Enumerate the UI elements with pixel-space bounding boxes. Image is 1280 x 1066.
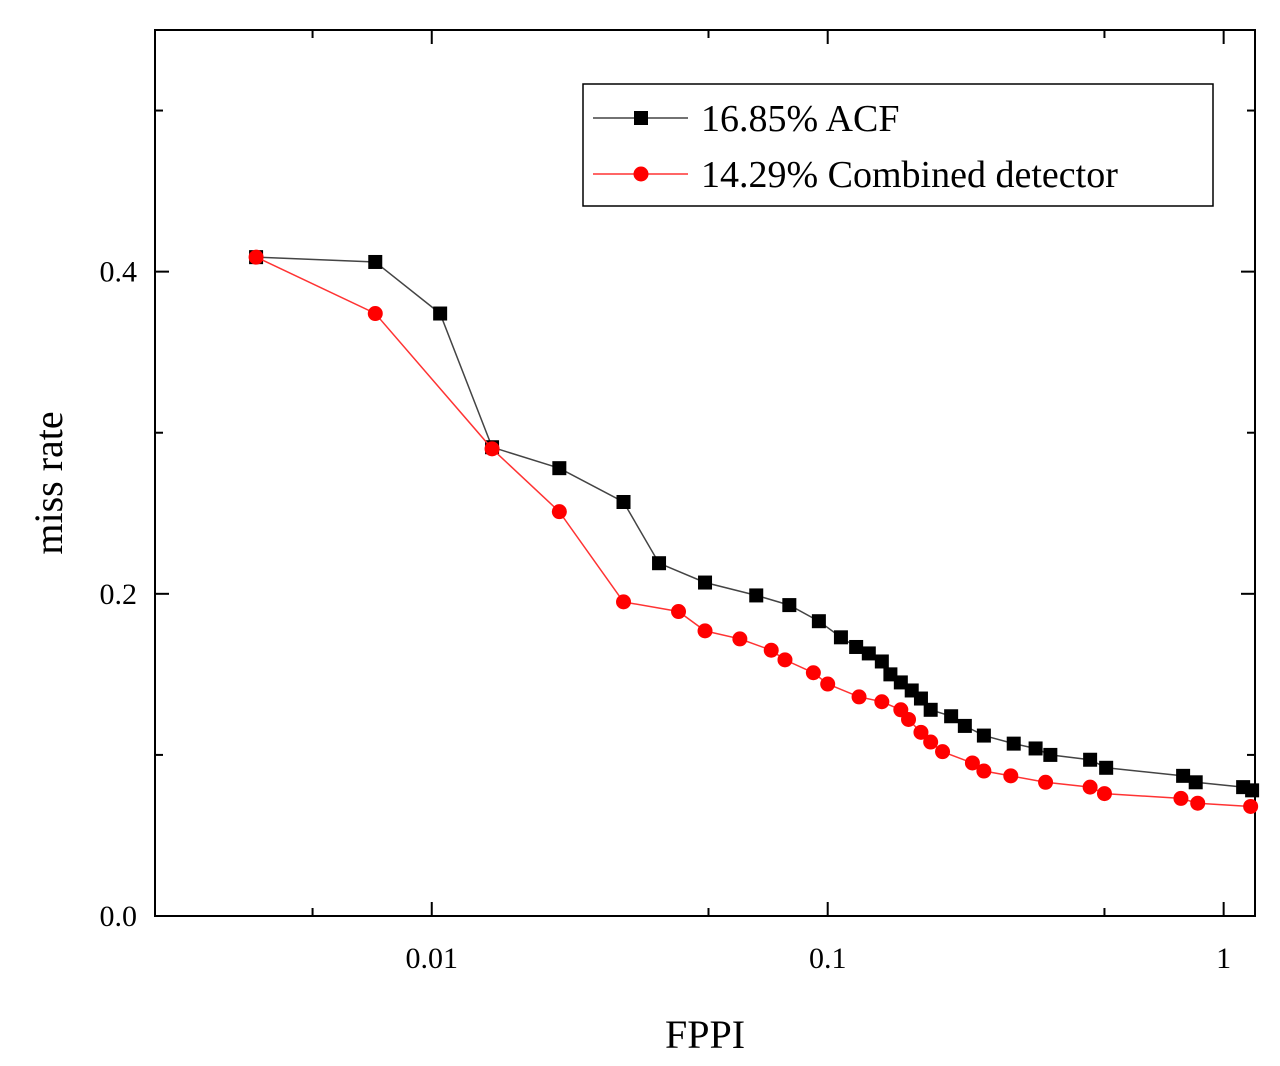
combined-data-point bbox=[851, 689, 867, 705]
combined-data-point bbox=[1173, 790, 1189, 806]
combined-data-point bbox=[1096, 786, 1112, 802]
combined-data-point bbox=[913, 724, 929, 740]
acf-data-point bbox=[861, 646, 876, 661]
combined-data-point bbox=[1243, 798, 1259, 814]
combined-data-point bbox=[1003, 768, 1019, 784]
acf-data-point bbox=[811, 614, 826, 629]
series-layer bbox=[248, 249, 1260, 814]
y-tick-label: 0.4 bbox=[100, 256, 138, 289]
acf-data-point bbox=[1083, 752, 1098, 767]
plot-frame bbox=[154, 29, 1256, 917]
axes: 0.01 0.1 1 0.0 0.2 0.4 FPPI miss rate bbox=[26, 29, 1256, 1057]
combined-data-point bbox=[820, 676, 836, 692]
combined-data-point bbox=[1038, 774, 1054, 790]
combined-data-point bbox=[901, 711, 917, 727]
acf-data-point bbox=[944, 709, 959, 724]
combined-data-point bbox=[1190, 795, 1206, 811]
legend-label: 14.29% Combined detector bbox=[701, 154, 1118, 196]
y-axis-ticks: 0.0 0.2 0.4 bbox=[100, 109, 1255, 933]
y-tick-label: 0.0 bbox=[100, 900, 138, 933]
combined-data-point bbox=[616, 594, 632, 610]
combined-data-point bbox=[805, 665, 821, 681]
legend-label: 16.85% ACF bbox=[701, 98, 899, 140]
acf-data-point bbox=[957, 718, 972, 733]
combined-data-point bbox=[777, 652, 793, 668]
acf-data-point bbox=[782, 598, 797, 613]
acf-data-point bbox=[893, 675, 908, 690]
acf-data-point bbox=[652, 556, 667, 571]
combined-data-point bbox=[923, 734, 939, 750]
combined-data-point bbox=[964, 755, 980, 771]
combined-data-point bbox=[763, 642, 779, 658]
acf-data-point bbox=[616, 494, 631, 509]
combined-data-point bbox=[484, 441, 500, 457]
legend: 16.85% ACF 14.29% Combined detector bbox=[582, 83, 1214, 207]
legend-marker bbox=[633, 166, 649, 182]
legend-marker bbox=[634, 111, 648, 125]
series-acf bbox=[249, 250, 1260, 798]
combined-data-point bbox=[935, 744, 951, 760]
legend-entry: 16.85% ACF bbox=[593, 98, 899, 140]
x-tick-label: 0.1 bbox=[809, 942, 847, 975]
acf-data-point bbox=[749, 588, 764, 603]
combined-data-point bbox=[1082, 779, 1098, 795]
acf-data-point bbox=[1176, 768, 1191, 783]
acf-data-point bbox=[1188, 775, 1203, 790]
acf-data-point bbox=[923, 702, 938, 717]
combined-data-point bbox=[551, 504, 567, 520]
legend-entries: 16.85% ACF 14.29% Combined detector bbox=[593, 98, 1118, 196]
series-combined-detector bbox=[248, 249, 1259, 814]
acf-data-point bbox=[1245, 783, 1260, 798]
acf-data-point bbox=[1043, 747, 1058, 762]
combined-data-point bbox=[874, 694, 890, 710]
combined-data-point bbox=[367, 306, 383, 322]
acf-data-point bbox=[976, 728, 991, 743]
combined-data-point bbox=[671, 604, 687, 620]
y-tick-label: 0.2 bbox=[100, 578, 138, 611]
acf-data-point bbox=[698, 575, 713, 590]
acf-data-point bbox=[833, 630, 848, 645]
acf-data-point bbox=[552, 461, 567, 476]
x-tick-label: 1 bbox=[1216, 942, 1231, 975]
x-axis-ticks: 0.01 0.1 1 bbox=[311, 30, 1231, 975]
acf-data-point bbox=[874, 654, 889, 669]
legend-entry: 14.29% Combined detector bbox=[593, 154, 1118, 196]
combined-data-point bbox=[248, 249, 264, 265]
acf-data-point bbox=[1028, 741, 1043, 756]
combined-data-point bbox=[976, 763, 992, 779]
legend-box bbox=[582, 83, 1214, 207]
combined-data-point bbox=[697, 623, 713, 639]
x-tick-label: 0.01 bbox=[406, 942, 459, 975]
acf-data-point bbox=[1006, 736, 1021, 751]
acf-data-point bbox=[368, 254, 383, 269]
y-axis-label: miss rate bbox=[26, 411, 71, 554]
x-axis-label: FPPI bbox=[665, 1012, 745, 1057]
acf-data-point bbox=[1099, 760, 1114, 775]
combined-data-point bbox=[732, 631, 748, 647]
series-line bbox=[255, 256, 1251, 808]
acf-data-point bbox=[849, 639, 864, 654]
acf-data-point bbox=[433, 306, 448, 321]
acf-data-point bbox=[913, 691, 928, 706]
